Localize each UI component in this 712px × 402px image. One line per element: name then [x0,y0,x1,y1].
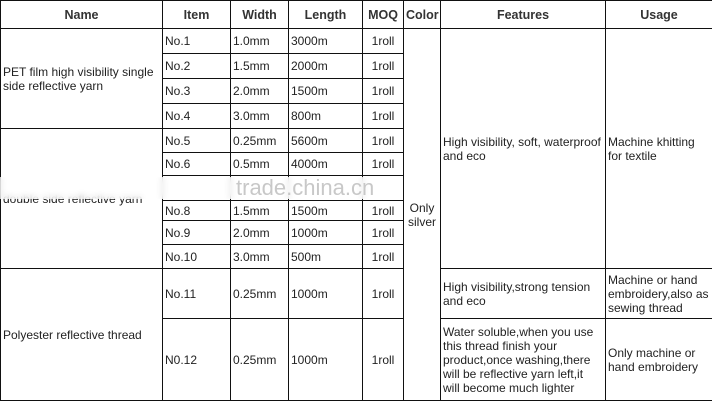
moq-cell: 1roll [362,128,404,153]
column-header: Name [0,0,163,29]
item-cell: No.9 [162,220,231,245]
width-cell: 2.0mm [230,220,289,245]
column-header: Usage [605,0,712,29]
table-row: No.2 1.5mm 2000m 1roll [1,53,712,79]
blurred-region [0,177,400,199]
moq-cell: 1roll [362,220,404,245]
product-name-cell: Polyester reflective thread [0,268,163,401]
table-row: No.9 2.0mm 1000m 1roll [1,220,712,245]
item-cell: No.10 [162,244,231,269]
length-cell: 1500m [288,200,363,221]
length-cell: 2000m [288,53,363,79]
usage-cell: Only machine or hand embroidery [605,318,712,401]
item-cell: N0.12 [162,318,231,401]
length-cell: 5600m [288,128,363,153]
item-cell: No.5 [162,128,231,153]
table-row: No.4 3.0mm 800m 1roll [1,103,712,129]
length-cell: 1500m [288,78,363,104]
features-cell: Water soluble,when you use this thread f… [440,318,606,401]
width-cell: 3.0mm [230,103,289,129]
column-header: Width [230,0,289,29]
width-cell: 1.5mm [230,53,289,79]
width-cell: 1.0mm [230,28,289,54]
table-row: Polyester reflective thread No.11 0.25mm 10… [0,268,712,401]
moq-cell: 1roll [362,53,404,79]
column-header: Features [440,0,606,29]
moq-cell: 1roll [362,28,404,54]
width-cell: 3.0mm [230,244,289,269]
length-cell: 1000m [288,220,363,245]
column-header: MOQ [362,0,404,29]
usage-cell: Machine or hand embroidery,also as sewin… [605,268,712,319]
width-cell: 0.25mm [230,128,289,153]
length-cell: 1000m [288,318,363,401]
header-row: Name Item Width Length MOQ Color Features Usage [0,0,712,29]
column-header: Color [403,0,441,29]
moq-cell: 1roll [362,78,404,104]
item-cell: No.2 [162,53,231,79]
column-header: Item [162,0,231,29]
table-row: No.8 1.5mm 1500m 1roll [1,200,712,221]
width-cell: 0.5mm [230,152,289,176]
table-row: N0.12 0.25mm 1000m 1roll Water soluble,when … [1,318,712,401]
watermark: trade.china.cn [236,175,375,200]
item-cell: No.6 [162,152,231,176]
length-cell: 800m [288,103,363,129]
color-cell: Only silver [403,28,441,401]
item-cell: No.1 [162,28,231,54]
features-cell: High visibility, soft, waterproof and ec… [440,28,606,269]
table-row: PET film high visibility single side ref… [0,28,712,401]
item-cell: No.8 [162,200,231,221]
product-name-cell: PET film high visibility single side ref… [0,28,163,129]
item-cell: No.11 [162,268,231,319]
width-cell: 2.0mm [230,78,289,104]
length-cell: 1000m [288,268,363,319]
length-cell: 3000m [288,28,363,54]
table-row: No.6 0.5mm 4000m 1roll [1,152,712,176]
length-cell: 4000m [288,152,363,176]
length-cell: 500m [288,244,363,269]
moq-cell: 1roll [362,244,404,269]
table-row: No.3 2.0mm 1500m 1roll [1,78,712,104]
column-header: Length [288,0,363,29]
usage-cell: Machine khitting for textile [605,28,712,269]
width-cell: 1.5mm [230,200,289,221]
features-cell: High visibility,strong tension and eco [440,268,606,319]
item-cell: No.3 [162,78,231,104]
moq-cell: 1roll [362,318,404,401]
width-cell: 0.25mm [230,268,289,319]
moq-cell: 1roll [362,103,404,129]
moq-cell: 1roll [362,152,404,176]
item-cell: No.4 [162,103,231,129]
width-cell: 0.25mm [230,318,289,401]
moq-cell: 1roll [362,200,404,221]
moq-cell: 1roll [362,268,404,319]
